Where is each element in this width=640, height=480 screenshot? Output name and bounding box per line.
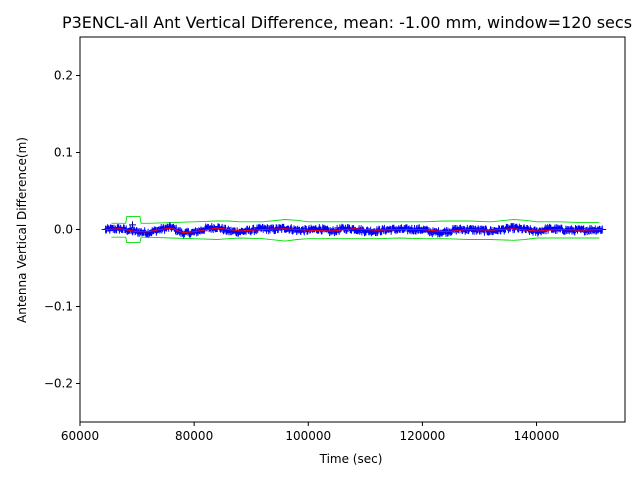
moving-mean-line [105,227,603,234]
y-tick-label: −0.2 [44,377,73,391]
x-tick-label: 140000 [514,429,560,443]
plot-area [101,215,607,244]
x-tick-label: 80000 [175,429,213,443]
y-axis-title: Antenna Vertical Difference(m) [15,137,29,323]
chart-title: P3ENCL-all Ant Vertical Difference, mean… [62,13,632,32]
y-tick-label: 0.1 [54,146,73,160]
axes: 60000 80000 100000 120000 140000 0.2 0.1 0.0 −0.… [44,36,626,443]
lower-envelope-line [111,236,600,244]
outlier-marker [129,221,137,229]
upper-envelope-line [111,215,600,224]
y-tick-label: 0.2 [54,69,73,83]
x-axis-title: Time (sec) [319,452,383,466]
y-tick-label: 0.0 [54,223,73,237]
x-tick-label: 100000 [285,429,331,443]
x-tick-label: 120000 [400,429,446,443]
x-tick-label: 60000 [61,429,99,443]
y-tick-label: −0.1 [44,300,73,314]
